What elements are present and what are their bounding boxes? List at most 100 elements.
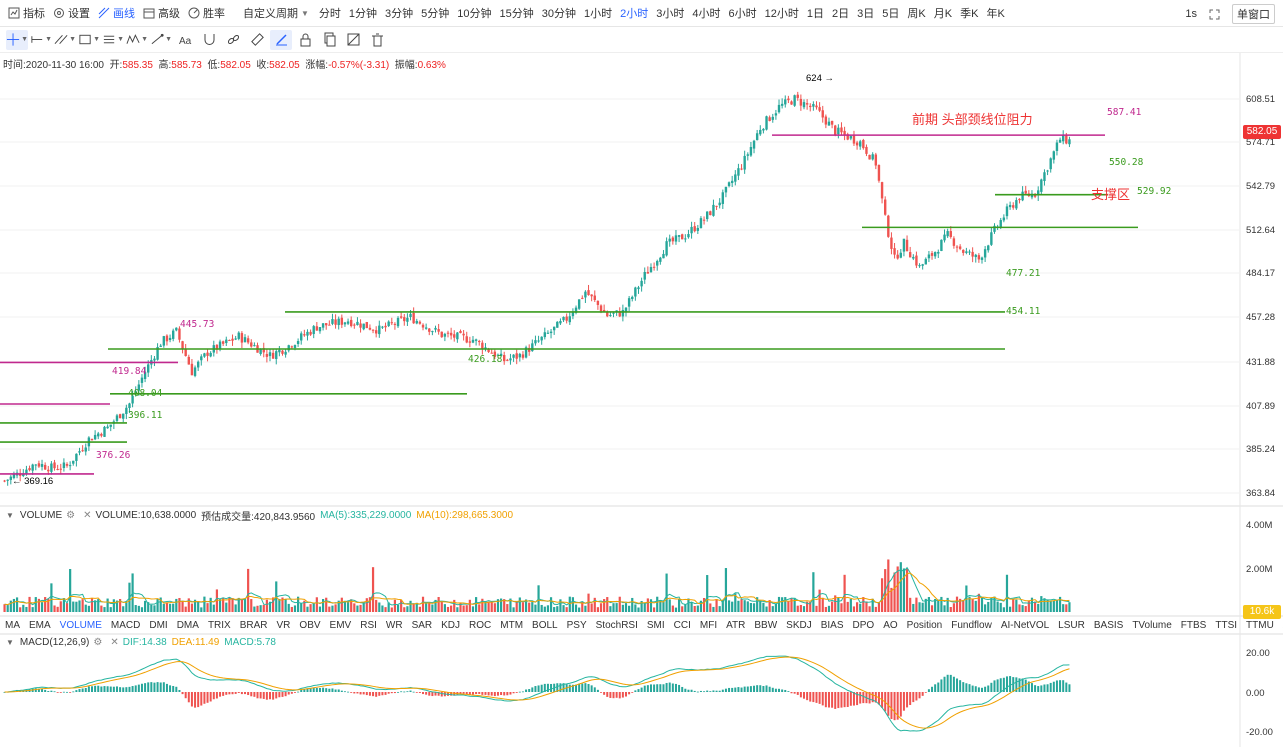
copy-tool[interactable] [318, 30, 340, 50]
period-tab-8[interactable]: 2小时 [620, 8, 649, 20]
settings-icon[interactable]: ⚙ [93, 637, 103, 648]
rectangle-tool[interactable]: ▼ [78, 30, 100, 50]
horizontal-ray-tool[interactable]: ▼ [30, 30, 52, 50]
indicator-tab-23[interactable]: ATR [726, 620, 746, 631]
period-tab-7[interactable]: 1小时 [584, 8, 613, 20]
interval-label[interactable]: 1s [1185, 8, 1197, 20]
close-icon[interactable]: ✕ [110, 637, 119, 648]
period-tab-1[interactable]: 1分钟 [348, 8, 378, 20]
collapse-icon[interactable]: ▼ [6, 511, 14, 520]
period-tab-13[interactable]: 1日 [806, 8, 825, 20]
period-tab-20[interactable]: 年K [986, 8, 1005, 20]
collapse-icon[interactable]: ▼ [6, 638, 14, 647]
custom-period-dropdown[interactable]: 自定义周期 ▼ [243, 5, 309, 21]
period-tab-15[interactable]: 3日 [857, 8, 875, 20]
wave-tool[interactable]: ▼ [126, 30, 148, 50]
magnet-tool[interactable] [198, 30, 220, 50]
period-tab-6[interactable]: 30分钟 [541, 8, 577, 20]
volume-bar [259, 605, 262, 612]
indicator-tab-34[interactable]: TVolume [1132, 620, 1172, 631]
indicator-tab-9[interactable]: OBV [299, 620, 321, 631]
indicator-tab-10[interactable]: EMV [329, 620, 352, 631]
advanced-button[interactable]: 高级 [143, 5, 180, 21]
indicator-tab-14[interactable]: KDJ [441, 620, 461, 631]
indicator-tab-36[interactable]: TTSI [1215, 620, 1238, 631]
indicator-tab-27[interactable]: DPO [852, 620, 875, 631]
macd-histogram-bar [128, 686, 131, 692]
indicator-tab-26[interactable]: BIAS [820, 620, 844, 631]
indicator-tab-5[interactable]: DMA [176, 620, 199, 631]
indicator-tab-28[interactable]: AO [883, 620, 898, 631]
indicator-tab-18[interactable]: PSY [566, 620, 587, 631]
settings-icon[interactable]: ⚙ [66, 510, 76, 521]
candle-body [874, 154, 878, 166]
indicator-tab-7[interactable]: BRAR [239, 620, 268, 631]
indicator-tab-13[interactable]: SAR [411, 620, 433, 631]
indicator-tab-11[interactable]: RSI [360, 620, 377, 631]
indicator-tab-12[interactable]: WR [385, 620, 403, 631]
period-tab-11[interactable]: 6小时 [728, 8, 757, 20]
period-tab-19[interactable]: 季K [960, 8, 979, 20]
indicator-tab-35[interactable]: FTBS [1180, 620, 1207, 631]
indicator-tab-22[interactable]: MFI [699, 620, 718, 631]
indicator-tab-15[interactable]: ROC [469, 620, 492, 631]
ruler-tool[interactable] [246, 30, 268, 50]
period-tab-4[interactable]: 10分钟 [457, 8, 492, 20]
candle-body [546, 332, 550, 334]
indicator-tab-16[interactable]: MTM [500, 620, 524, 631]
period-tab-10[interactable]: 4小时 [692, 8, 721, 20]
period-tab-12[interactable]: 12小时 [764, 8, 799, 20]
window-mode-button[interactable]: 单窗口 [1232, 4, 1275, 24]
volume-bar [1046, 599, 1049, 612]
indicator-tab-6[interactable]: TRIX [207, 620, 231, 631]
period-tab-3[interactable]: 5分钟 [421, 8, 450, 20]
period-tab-16[interactable]: 5日 [882, 8, 900, 20]
period-tab-18[interactable]: 月K [933, 8, 953, 20]
indicator-tab-24[interactable]: BBW [754, 620, 778, 631]
brush-tool[interactable] [270, 29, 292, 50]
indicators-button[interactable]: 指标 [8, 5, 45, 21]
period-tab-2[interactable]: 3分钟 [385, 8, 414, 20]
indicator-tab-21[interactable]: CCI [673, 620, 691, 631]
indicator-tab-3[interactable]: MACD [110, 620, 141, 631]
trend-line-tool[interactable]: ▼ [54, 30, 76, 50]
indicator-tab-33[interactable]: BASIS [1093, 620, 1124, 631]
period-tab-9[interactable]: 3小时 [656, 8, 685, 20]
indicator-tab-30[interactable]: Fundflow [951, 620, 992, 631]
indicator-tab-2[interactable]: VOLUME [59, 620, 102, 631]
lock-tool[interactable] [294, 30, 316, 50]
period-tab-14[interactable]: 2日 [832, 8, 850, 20]
indicator-tab-1[interactable]: EMA [29, 620, 51, 631]
delete-tool[interactable] [366, 30, 388, 50]
fullscreen-icon[interactable] [1209, 9, 1220, 20]
indicator-tab-37[interactable]: TTMU [1246, 620, 1274, 631]
period-tab-17[interactable]: 周K [907, 8, 926, 20]
hide-tool[interactable] [342, 30, 364, 50]
indicator-tab-0[interactable]: MA [5, 620, 20, 631]
indicator-tab-20[interactable]: SMI [646, 620, 665, 631]
text-tool[interactable]: Aa [174, 30, 196, 50]
position-tool[interactable]: ▼ [150, 30, 172, 50]
winrate-button[interactable]: 胜率 [188, 5, 225, 21]
link-tool[interactable] [222, 30, 244, 50]
settings-button[interactable]: 设置 [53, 5, 90, 21]
close-icon[interactable]: ✕ [83, 510, 92, 521]
macd-histogram-bar [375, 692, 378, 697]
draw-button[interactable]: 画线 [98, 5, 135, 21]
indicator-tab-17[interactable]: BOLL [532, 620, 558, 631]
indicator-tab-4[interactable]: DMI [149, 620, 168, 631]
indicator-tab-19[interactable]: StochRSI [595, 620, 638, 631]
indicator-tab-32[interactable]: LSUR [1058, 620, 1085, 631]
indicator-tab-29[interactable]: Position [906, 620, 943, 631]
period-tab-0[interactable]: 分时 [318, 8, 341, 20]
indicator-tab-25[interactable]: SKDJ [786, 620, 812, 631]
crosshair-tool[interactable]: ▼ [6, 29, 28, 50]
candle-body [715, 205, 718, 207]
period-tab-5[interactable]: 15分钟 [499, 8, 534, 20]
macd-histogram-bar [150, 682, 153, 692]
indicator-tab-31[interactable]: AI-NetVOL [1000, 620, 1050, 631]
candle-body [584, 291, 587, 298]
fib-tool[interactable]: ▼ [102, 30, 124, 50]
indicator-tab-8[interactable]: VR [276, 620, 291, 631]
